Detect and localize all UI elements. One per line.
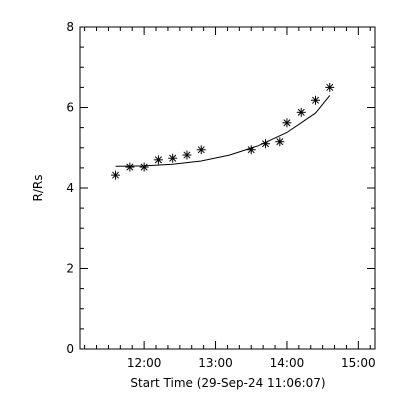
data-points-layer [111, 82, 335, 180]
data-point [196, 145, 206, 155]
y-axis-label: R/Rs [31, 175, 45, 202]
y-tick-label: 8 [66, 20, 74, 34]
data-point [153, 155, 163, 165]
data-point [325, 82, 335, 92]
x-axis-ticks: 12:00 13:00 14:00 15:00 [84, 27, 376, 370]
asterisk-stroke [183, 151, 191, 159]
data-point [246, 145, 256, 155]
y-axis-ticks: 0 2 4 6 8 [66, 20, 375, 356]
asterisk-stroke [247, 146, 255, 154]
x-tick-label: 14:00 [270, 356, 305, 370]
asterisk-stroke [140, 163, 148, 171]
fit-curve-layer [115, 95, 331, 167]
data-point [275, 137, 285, 147]
asterisk-stroke [297, 108, 305, 116]
x-tick-label: 12:00 [127, 356, 162, 370]
asterisk-stroke [283, 119, 291, 127]
asterisk-stroke [126, 163, 134, 171]
y-tick-label: 6 [66, 101, 74, 115]
data-point [182, 150, 192, 160]
asterisk-stroke [261, 140, 270, 148]
asterisk-stroke [154, 156, 162, 164]
data-point [310, 95, 320, 105]
data-point [296, 107, 306, 117]
plot-area-frame [79, 26, 376, 350]
data-point [168, 153, 178, 163]
data-point [282, 118, 292, 128]
data-point [261, 139, 271, 149]
asterisk-stroke [326, 83, 334, 91]
data-point [125, 162, 135, 172]
fit-curve [115, 95, 331, 167]
data-point [139, 162, 149, 172]
x-tick-label: 15:00 [341, 356, 376, 370]
data-point [111, 170, 121, 180]
asterisk-stroke [112, 171, 120, 179]
x-axis-label: Start Time (29-Sep-24 11:06:07) [130, 376, 325, 390]
y-tick-label: 2 [66, 262, 74, 276]
asterisk-stroke [311, 96, 320, 104]
x-tick-label: 13:00 [198, 356, 233, 370]
y-tick-label: 4 [66, 181, 74, 195]
asterisk-stroke [197, 146, 205, 154]
asterisk-stroke [276, 138, 284, 146]
y-tick-label: 0 [66, 342, 74, 356]
asterisk-stroke [169, 154, 177, 162]
